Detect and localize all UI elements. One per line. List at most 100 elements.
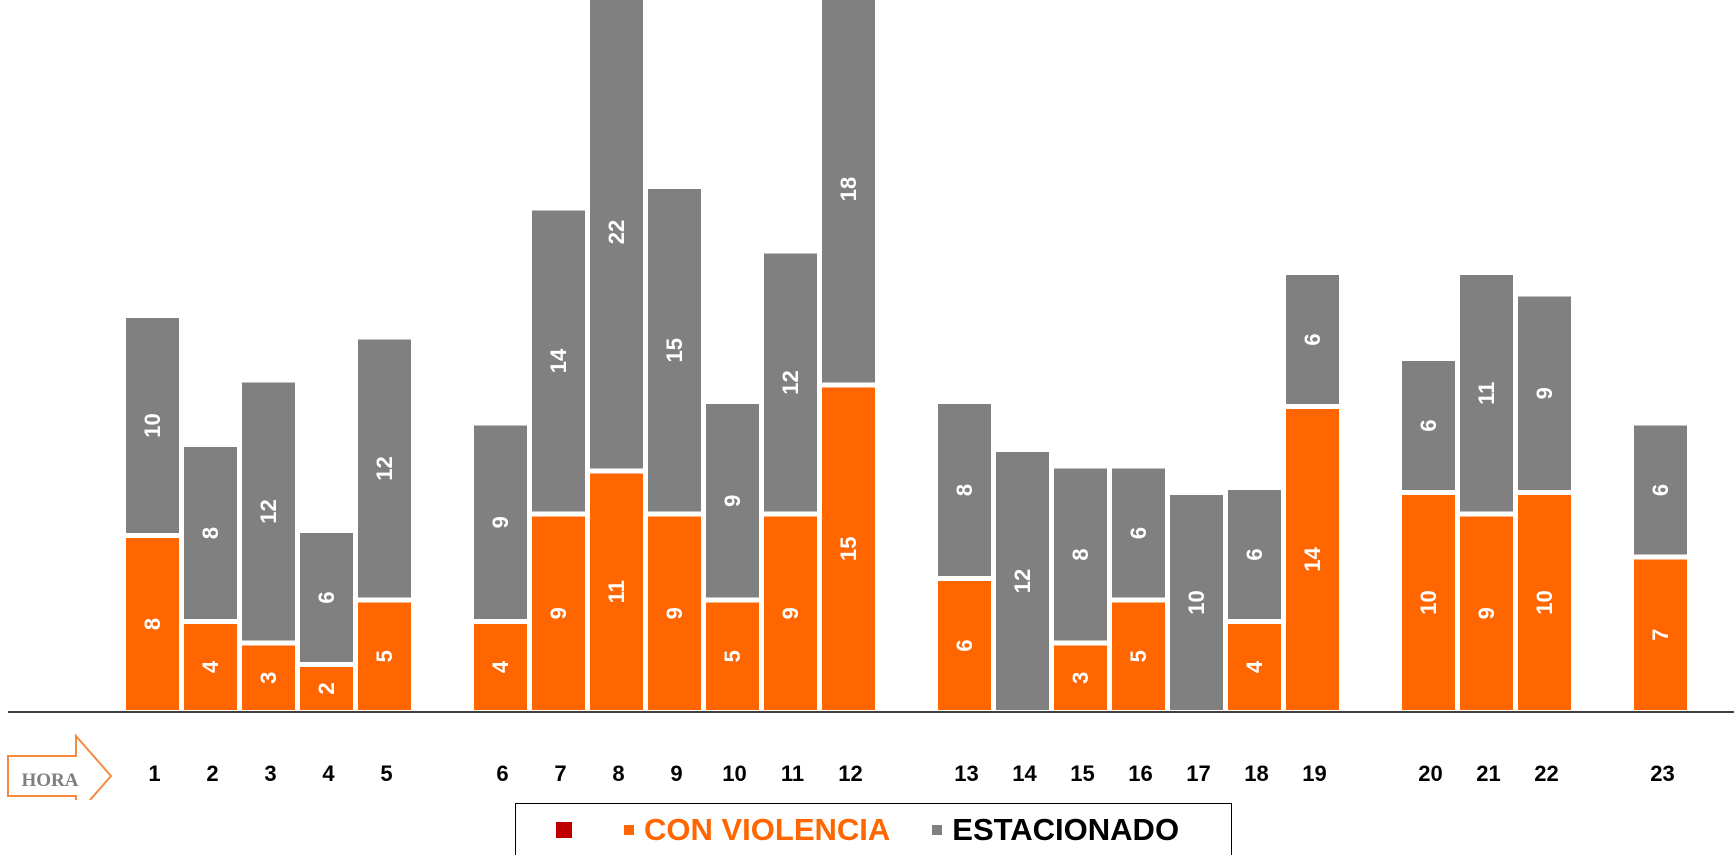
- bar-segment-con-violencia-18: [1228, 624, 1281, 710]
- bar-segment-estacionado-18: [1228, 490, 1281, 619]
- x-tick-label: 23: [1650, 761, 1674, 786]
- data-label-estacionado-7: 14: [546, 348, 571, 373]
- x-tick-label: 16: [1128, 761, 1152, 786]
- x-tick-labels: 1 2 3 4 5 6 7 8 9 10 11 12 13 14 15 16 17 18 19 20 21 22 23: [148, 761, 1674, 786]
- bar-segment-con-violencia-9: [648, 516, 701, 710]
- bar-segment-estacionado-6: [474, 425, 527, 619]
- bar-segment-estacionado-2: [184, 447, 237, 619]
- data-label-con-violencia-21: 9: [1474, 607, 1499, 619]
- data-label-con-violencia-18: 4: [1242, 660, 1267, 673]
- x-tick-label: 17: [1186, 761, 1210, 786]
- data-label-estacionado-16: 6: [1126, 527, 1151, 539]
- bar-segment-estacionado-14: [996, 452, 1049, 710]
- x-tick-label: 9: [670, 761, 682, 786]
- legend-marker-estacionado: [932, 824, 943, 835]
- x-tick-label: 12: [838, 761, 862, 786]
- x-tick-label: 10: [722, 761, 746, 786]
- data-label-estacionado-3: 12: [256, 499, 281, 523]
- data-label-con-violencia-6: 4: [488, 660, 513, 673]
- data-label-estacionado-4: 6: [314, 591, 339, 603]
- bar-segment-estacionado-20: [1402, 361, 1455, 490]
- data-label-con-violencia-4: 2: [314, 682, 339, 694]
- bar-segment-con-violencia-5: [358, 602, 411, 710]
- data-label-con-violencia-9: 9: [662, 607, 687, 619]
- data-label-con-violencia-1: 8: [140, 618, 165, 630]
- x-tick-label: 21: [1476, 761, 1500, 786]
- data-label-estacionado-2: 8: [198, 527, 223, 539]
- bar-segment-estacionado-22: [1518, 296, 1571, 490]
- bar-segment-con-violencia-7: [532, 516, 585, 710]
- legend-label-con-violencia: CON VIOLENCIA: [644, 811, 891, 847]
- bar-segment-estacionado-3: [242, 382, 295, 641]
- bar-segment-con-violencia-4: [300, 667, 353, 710]
- bar-segment-con-violencia-11: [764, 516, 817, 710]
- legend-label-estacionado: ESTACIONADO: [952, 811, 1180, 847]
- bar-segment-estacionado-5: [358, 339, 411, 598]
- x-tick-label: 15: [1070, 761, 1094, 786]
- bar-segment-estacionado-9: [648, 189, 701, 512]
- bar-segment-con-violencia-12: [822, 387, 875, 710]
- data-label-estacionado-6: 9: [488, 516, 513, 528]
- x-tick-label: 4: [322, 761, 335, 786]
- bar-segment-con-violencia-22: [1518, 495, 1571, 710]
- data-label-estacionado-22: 9: [1532, 387, 1557, 399]
- x-tick-label: 13: [954, 761, 978, 786]
- bar-segment-estacionado-19: [1286, 275, 1339, 404]
- x-tick-label: 3: [264, 761, 276, 786]
- bar-segment-estacionado-17: [1170, 495, 1223, 710]
- x-tick-label: 18: [1244, 761, 1268, 786]
- data-label-con-violencia-11: 9: [778, 607, 803, 619]
- bar-segment-estacionado-15: [1054, 468, 1107, 641]
- data-label-con-violencia-5: 5: [372, 650, 397, 662]
- x-tick-label: 8: [612, 761, 624, 786]
- bar-segment-con-violencia-15: [1054, 645, 1107, 710]
- data-label-estacionado-18: 6: [1242, 548, 1267, 560]
- x-tick-label: 5: [380, 761, 392, 786]
- bar-segment-con-violencia-3: [242, 645, 295, 710]
- data-label-con-violencia-7: 9: [546, 607, 571, 619]
- x-tick-label: 11: [781, 761, 804, 786]
- bar-segment-estacionado-23: [1634, 425, 1687, 555]
- bar-segment-estacionado-8: [590, 0, 643, 469]
- x-tick-label: 6: [496, 761, 508, 786]
- x-tick-label: 22: [1534, 761, 1558, 786]
- data-label-estacionado-10: 9: [720, 495, 745, 507]
- bar-segment-con-violencia-20: [1402, 495, 1455, 710]
- bar-segment-con-violencia-23: [1634, 559, 1687, 710]
- legend-marker-con-violencia: [624, 824, 634, 835]
- x-tick-label: 7: [554, 761, 566, 786]
- bar-segment-estacionado-11: [764, 253, 817, 512]
- bar-segment-estacionado-13: [938, 404, 991, 576]
- data-label-con-violencia-15: 3: [1068, 672, 1093, 684]
- bar-segment-estacionado-7: [532, 210, 585, 512]
- x-axis-title: HORA: [22, 770, 79, 791]
- bar-segment-estacionado-21: [1460, 275, 1513, 512]
- x-tick-label: 1: [148, 761, 160, 786]
- bar-segment-estacionado-16: [1112, 468, 1165, 598]
- legend-extra-marker: [556, 821, 572, 838]
- data-label-estacionado-14: 12: [1010, 569, 1035, 593]
- data-label-estacionado-20: 6: [1416, 419, 1441, 431]
- data-label-estacionado-15: 8: [1068, 548, 1093, 560]
- bar-segment-con-violencia-6: [474, 624, 527, 710]
- data-label-estacionado-11: 12: [778, 370, 803, 394]
- data-label-estacionado-12: 18: [836, 177, 861, 201]
- bar-segment-estacionado-1: [126, 318, 179, 533]
- bars-layer: 8 10 4 8 3 12 2 6 5 12 4 9 9 14 11 22 9 15 5 9 9 12 15 18 6 8 12 3 8…: [126, 0, 1687, 710]
- data-label-estacionado-5: 12: [372, 456, 397, 480]
- data-label-estacionado-17: 10: [1184, 590, 1209, 614]
- bar-segment-con-violencia-8: [590, 473, 643, 710]
- data-label-con-violencia-2: 4: [198, 660, 223, 673]
- data-label-estacionado-23: 6: [1648, 484, 1673, 496]
- data-label-con-violencia-10: 5: [720, 650, 745, 662]
- data-label-estacionado-9: 15: [662, 338, 687, 362]
- stacked-bar-chart: 8104831226512499141122915599121518681238…: [7, 0, 1734, 800]
- data-label-estacionado-8: 22: [604, 220, 629, 244]
- data-label-con-violencia-19: 14: [1300, 547, 1325, 572]
- bar-segment-con-violencia-13: [938, 581, 991, 710]
- bar-segment-estacionado-12: [822, 0, 875, 383]
- data-label-con-violencia-8: 11: [604, 580, 629, 603]
- x-tick-label: 2: [206, 761, 218, 786]
- data-label-estacionado-1: 10: [140, 413, 165, 437]
- x-tick-label: 19: [1302, 761, 1326, 786]
